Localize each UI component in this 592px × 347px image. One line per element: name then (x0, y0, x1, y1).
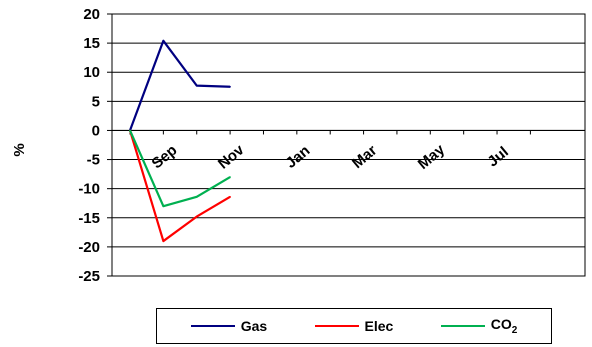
y-tick-label: -10 (78, 181, 100, 198)
y-axis-label: % (11, 143, 28, 156)
grid-lines (112, 13, 585, 277)
legend-item-elec: Elec (314, 318, 394, 334)
series-line-elec (128, 130, 231, 243)
legend-label-co2: CO2 (491, 316, 518, 336)
x-tick-label: Nov (215, 141, 248, 173)
y-tick-labels: 20 15 10 5 0 -5 -10 -15 -20 -25 (78, 6, 100, 285)
legend-label-elec: Elec (364, 318, 394, 334)
data-point-gas (229, 85, 231, 88)
y-tick-label: 15 (83, 35, 100, 52)
legend-swatch-elec (314, 325, 359, 327)
data-point-elec (195, 215, 198, 218)
y-tick-label: -20 (78, 239, 100, 256)
y-tick-label: -5 (87, 152, 100, 169)
co2-subscript: 2 (511, 324, 518, 336)
legend-swatch-co2 (440, 324, 485, 327)
co2-text: CO (490, 316, 512, 333)
series-line-gas (128, 39, 231, 131)
data-point-co2 (229, 176, 231, 178)
series-line-co2 (128, 130, 231, 208)
legend: Gas Elec CO2 (156, 308, 552, 344)
data-point-co2 (195, 196, 198, 198)
y-tick-label: 10 (83, 64, 100, 81)
x-tick-label: May (415, 141, 449, 173)
x-tick-label: Jan (283, 142, 314, 172)
axes (107, 13, 586, 277)
legend-item-co2: CO2 (440, 316, 518, 336)
y-tick-label: 0 (92, 122, 100, 139)
data-point-elec (229, 196, 231, 198)
plot-area-border (111, 13, 586, 277)
data-point-co2 (129, 129, 131, 132)
legend-item-gas: Gas (190, 318, 268, 334)
y-tick-label: -15 (78, 210, 100, 227)
data-point-gas (162, 39, 165, 42)
legend-swatch-gas (190, 325, 235, 327)
x-tick-label: Sep (148, 142, 180, 173)
series-lines (128, 39, 231, 243)
y-tick-label: 20 (83, 6, 100, 23)
x-tick-label: Mar (349, 142, 380, 172)
legend-label-gas: Gas (240, 318, 268, 334)
y-tick-label: 5 (92, 93, 100, 110)
data-point-elec (162, 240, 165, 242)
data-point-gas (195, 84, 198, 87)
x-tick-label: Jul (484, 144, 512, 171)
x-tick-labels: Sep Nov Jan Mar May Jul (148, 141, 511, 173)
y-tick-label: -25 (78, 268, 100, 285)
data-point-co2 (162, 205, 165, 207)
